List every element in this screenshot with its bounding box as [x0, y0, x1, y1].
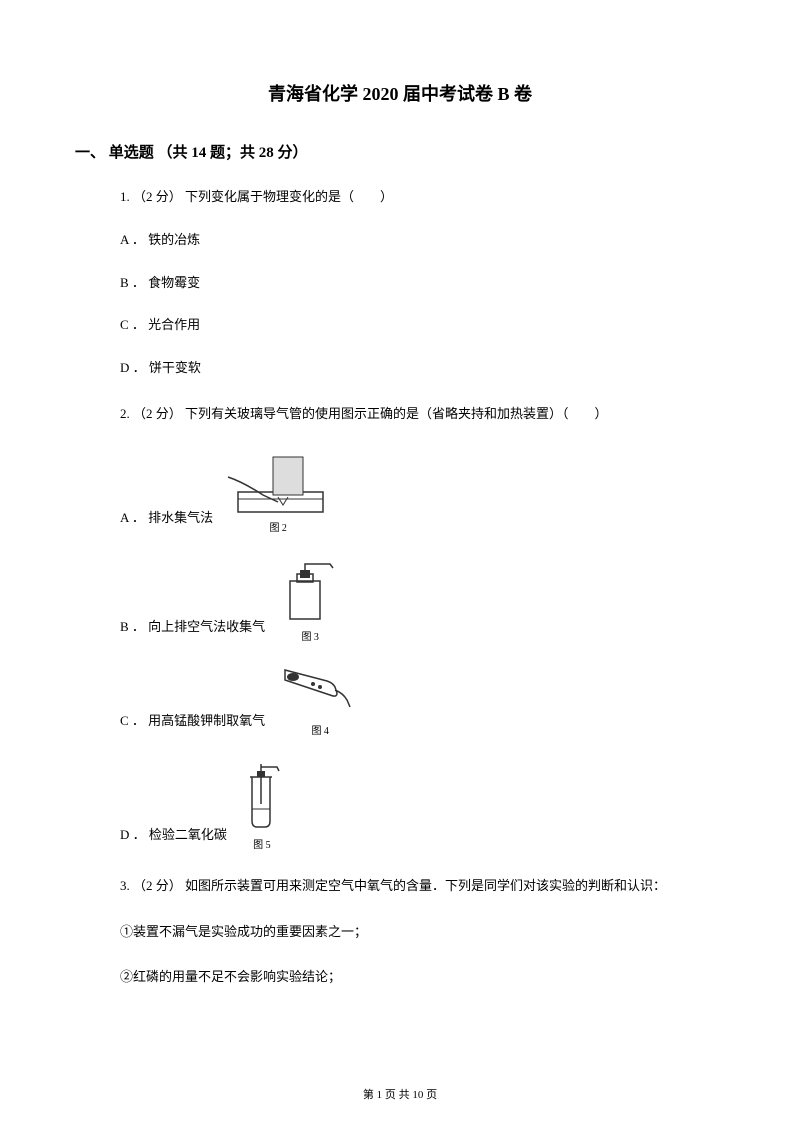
diagram-4-svg — [275, 665, 365, 720]
question-1-text: 1. （2 分） 下列变化属于物理变化的是（ ） — [120, 187, 725, 208]
q1-option-a: A ． 铁的冶炼 — [120, 230, 725, 251]
q2-option-b-label: B ． 向上排空气法收集气 — [120, 616, 265, 643]
footer-total: 10 — [412, 1089, 423, 1101]
page-footer: 第 1 页 共 10 页 — [0, 1086, 800, 1102]
footer-suffix: 页 — [426, 1089, 437, 1101]
diagram-2-caption: 图 2 — [223, 519, 333, 534]
diagram-4: 图 4 — [275, 665, 365, 737]
q1-option-a-label: A ． — [120, 232, 145, 247]
diagram-3-svg — [275, 556, 345, 626]
q1-option-d-label: D ． — [120, 360, 146, 375]
section-header: 一、 单选题 （共 14 题；共 28 分） — [75, 141, 725, 162]
diagram-5-caption: 图 5 — [237, 836, 287, 851]
q1-option-c-text: 光合作用 — [148, 317, 200, 332]
diagram-4-caption: 图 4 — [275, 722, 365, 737]
q1-stem: 下列变化属于物理变化的是（ ） — [185, 189, 393, 204]
q3-stem: 如图所示装置可用来测定空气中氧气的含量．下列是同学们对该实验的判断和认识： — [185, 878, 666, 893]
question-1: 1. （2 分） 下列变化属于物理变化的是（ ） A ． 铁的冶炼 B ． 食物… — [120, 187, 725, 379]
footer-prefix: 第 — [363, 1089, 374, 1101]
diagram-5: 图 5 — [237, 759, 287, 851]
diagram-3: 图 3 — [275, 556, 345, 643]
diagram-2: 图 2 — [223, 447, 333, 534]
q2-option-c: C ． 用高锰酸钾制取氧气 图 4 — [120, 665, 725, 737]
footer-page: 1 — [377, 1089, 383, 1101]
q1-option-b: B ． 食物霉变 — [120, 273, 725, 294]
q2-option-b: B ． 向上排空气法收集气 图 3 — [120, 556, 725, 643]
q3-number: 3. — [120, 878, 130, 893]
footer-middle: 页 共 — [385, 1089, 410, 1101]
statement-2: ②红磷的用量不足不会影响实验结论； — [120, 967, 725, 988]
question-2: 2. （2 分） 下列有关玻璃导气管的使用图示正确的是（省略夹持和加热装置）（ … — [120, 404, 725, 851]
q2-option-d: D ． 检验二氧化碳 图 5 — [120, 759, 725, 851]
statement-1: ①装置不漏气是实验成功的重要因素之一； — [120, 922, 725, 943]
q3-points: （2 分） — [133, 878, 182, 893]
q1-points: （2 分） — [133, 189, 182, 204]
q1-number: 1. — [120, 189, 130, 204]
q1-option-d-text: 饼干变软 — [149, 360, 201, 375]
q1-option-b-text: 食物霉变 — [148, 275, 200, 290]
diagram-5-svg — [237, 759, 287, 834]
q2-points: （2 分） — [133, 406, 182, 421]
question-2-text: 2. （2 分） 下列有关玻璃导气管的使用图示正确的是（省略夹持和加热装置）（ … — [120, 404, 725, 425]
diagram-3-caption: 图 3 — [275, 628, 345, 643]
q1-option-a-text: 铁的冶炼 — [148, 232, 200, 247]
q2-option-a-label: A ． 排水集气法 — [120, 507, 213, 534]
question-3-text: 3. （2 分） 如图所示装置可用来测定空气中氧气的含量．下列是同学们对该实验的… — [120, 876, 725, 897]
q2-option-c-label: C ． 用高锰酸钾制取氧气 — [120, 710, 265, 737]
q2-option-d-label: D ． 检验二氧化碳 — [120, 824, 227, 851]
section-info: （共 14 题；共 28 分） — [158, 145, 308, 161]
q1-option-c: C ． 光合作用 — [120, 315, 725, 336]
diagram-2-svg — [223, 447, 333, 517]
section-name: 单选题 — [109, 145, 154, 161]
q2-option-a: A ． 排水集气法 图 2 — [120, 447, 725, 534]
exam-title: 青海省化学 2020 届中考试卷 B 卷 — [75, 80, 725, 106]
q2-number: 2. — [120, 406, 130, 421]
q1-option-d: D ． 饼干变软 — [120, 358, 725, 379]
section-number: 一、 — [75, 145, 105, 161]
q2-stem: 下列有关玻璃导气管的使用图示正确的是（省略夹持和加热装置）（ ） — [185, 406, 608, 421]
q1-option-b-label: B ． — [120, 275, 145, 290]
q1-option-c-label: C ． — [120, 317, 145, 332]
question-3: 3. （2 分） 如图所示装置可用来测定空气中氧气的含量．下列是同学们对该实验的… — [120, 876, 725, 897]
